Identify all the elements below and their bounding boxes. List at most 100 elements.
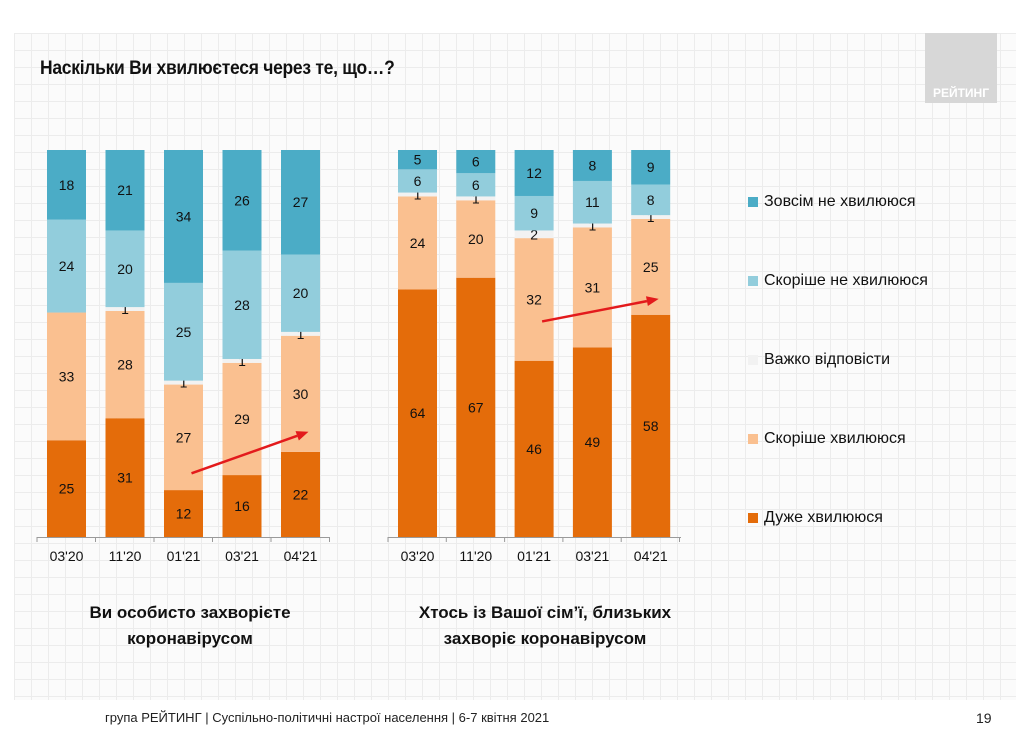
x-tick-label: 04'21 — [284, 548, 318, 564]
data-label: 5 — [414, 152, 422, 168]
legend-item: Скоріше не хвилююся — [748, 272, 928, 290]
legend-swatch-icon — [748, 197, 758, 207]
bar-segment — [514, 238, 554, 361]
data-label: 20 — [468, 231, 484, 247]
data-label: 24 — [59, 258, 75, 274]
legend-item: Зовсім не хвилююся — [748, 193, 916, 211]
data-label: 12 — [526, 165, 542, 181]
bar-segment — [572, 150, 612, 181]
x-tick-label: 11'20 — [109, 548, 142, 564]
bar-segment — [398, 169, 437, 193]
data-label: 30 — [293, 386, 309, 402]
caption-line: захворіє коронавірусом — [443, 629, 647, 648]
legend-item: Скоріше хвилююся — [748, 430, 906, 448]
bar-segment — [281, 451, 320, 537]
data-label: 1 — [647, 209, 655, 225]
page-title: Наскільки Ви хвилюєтеся через те, що…? — [40, 58, 395, 79]
bar-segment — [572, 227, 612, 348]
bar-segment — [631, 150, 671, 185]
trend-arrow-line — [541, 299, 648, 323]
bar-segment — [572, 347, 612, 537]
bar-segment — [398, 196, 437, 290]
data-label: 25 — [643, 259, 659, 275]
bar-segment — [514, 360, 554, 537]
bar-segment — [398, 192, 437, 197]
data-label: 21 — [117, 182, 133, 198]
bar-segment — [281, 150, 320, 255]
data-label: 33 — [59, 368, 75, 384]
bar-segment — [398, 150, 437, 170]
data-label: 9 — [530, 205, 538, 221]
rating-logo: РЕЙТИНГ — [925, 33, 997, 103]
caption-line: Хтось із Вашої сім’ї, близьких — [418, 603, 672, 622]
data-label: 1 — [414, 187, 422, 203]
data-label: 27 — [293, 194, 309, 210]
trend-arrow-line — [191, 434, 298, 475]
data-label: 16 — [234, 498, 250, 514]
data-label: 46 — [526, 441, 542, 457]
data-label: 28 — [117, 357, 133, 373]
data-label: 31 — [117, 470, 133, 486]
data-label: 34 — [176, 208, 192, 224]
data-label: 1 — [121, 301, 129, 317]
legend-label: Важко відповісти — [764, 351, 891, 368]
data-label: 67 — [468, 399, 484, 415]
data-label: 2 — [530, 226, 538, 242]
bar-segment — [456, 150, 496, 174]
bar-segment — [631, 184, 671, 216]
bar-segment — [47, 150, 86, 220]
data-label: 6 — [414, 173, 422, 189]
bar-segment — [105, 307, 145, 311]
bar-segment — [514, 150, 554, 196]
data-label: 1 — [589, 217, 597, 233]
bar-segment — [222, 358, 262, 363]
data-label: 1 — [297, 326, 305, 342]
bar-segment — [47, 219, 86, 313]
data-label: 32 — [526, 291, 542, 307]
data-label: 12 — [176, 506, 192, 522]
legend-label: Скоріше не хвилююся — [764, 272, 928, 289]
x-tick-label: 01'21 — [517, 548, 551, 564]
legend-label: Зовсім не хвилююся — [764, 193, 916, 210]
data-label: 49 — [585, 434, 601, 450]
chart-caption-family: Хтось із Вашої сім’ї, близьких захворіє … — [385, 600, 705, 652]
bar-segment — [222, 475, 262, 537]
data-label: 1 — [472, 190, 480, 206]
data-label: 29 — [234, 411, 250, 427]
legend-label: Скоріше хвилююся — [764, 430, 906, 447]
bar-segment — [631, 314, 671, 537]
bar-segment — [514, 230, 554, 239]
x-tick-label: 03'21 — [575, 548, 609, 564]
page-number: 19 — [976, 710, 992, 726]
bar-segment — [105, 230, 145, 308]
data-label: 6 — [472, 154, 480, 170]
bar-segment — [572, 223, 612, 228]
chart-caption-personal: Ви особисто захворієте коронавірусом — [40, 600, 340, 652]
trend-arrow-head-icon — [295, 431, 309, 441]
bar-segment — [105, 310, 145, 419]
legend-label: Дуже хвилююся — [764, 509, 883, 526]
bar-segment — [164, 282, 203, 381]
bar-segment — [47, 440, 86, 537]
bar-segment — [631, 215, 671, 219]
data-label: 9 — [647, 159, 655, 175]
data-label: 11 — [585, 194, 600, 210]
bar-segment — [398, 289, 437, 537]
data-label: 18 — [59, 177, 75, 193]
x-tick-label: 03'21 — [225, 548, 259, 564]
legend-swatch-icon — [748, 513, 758, 523]
data-label: 22 — [293, 486, 309, 502]
legend-item: Дуже хвилююся — [748, 509, 883, 527]
bar-segment — [456, 277, 496, 537]
data-label: 24 — [410, 235, 426, 251]
x-tick-label: 01'21 — [167, 548, 201, 564]
data-label: 8 — [647, 192, 655, 208]
bar-segment — [456, 173, 496, 197]
bar-segment — [514, 195, 554, 231]
bar-segment — [456, 200, 496, 278]
footer-text: група РЕЙТИНГ | Суспільно-політичні наст… — [105, 710, 550, 725]
logo-text: РЕЙТИНГ — [932, 86, 990, 100]
trend-arrow-head-icon — [645, 296, 659, 307]
bar-segment — [456, 196, 496, 201]
